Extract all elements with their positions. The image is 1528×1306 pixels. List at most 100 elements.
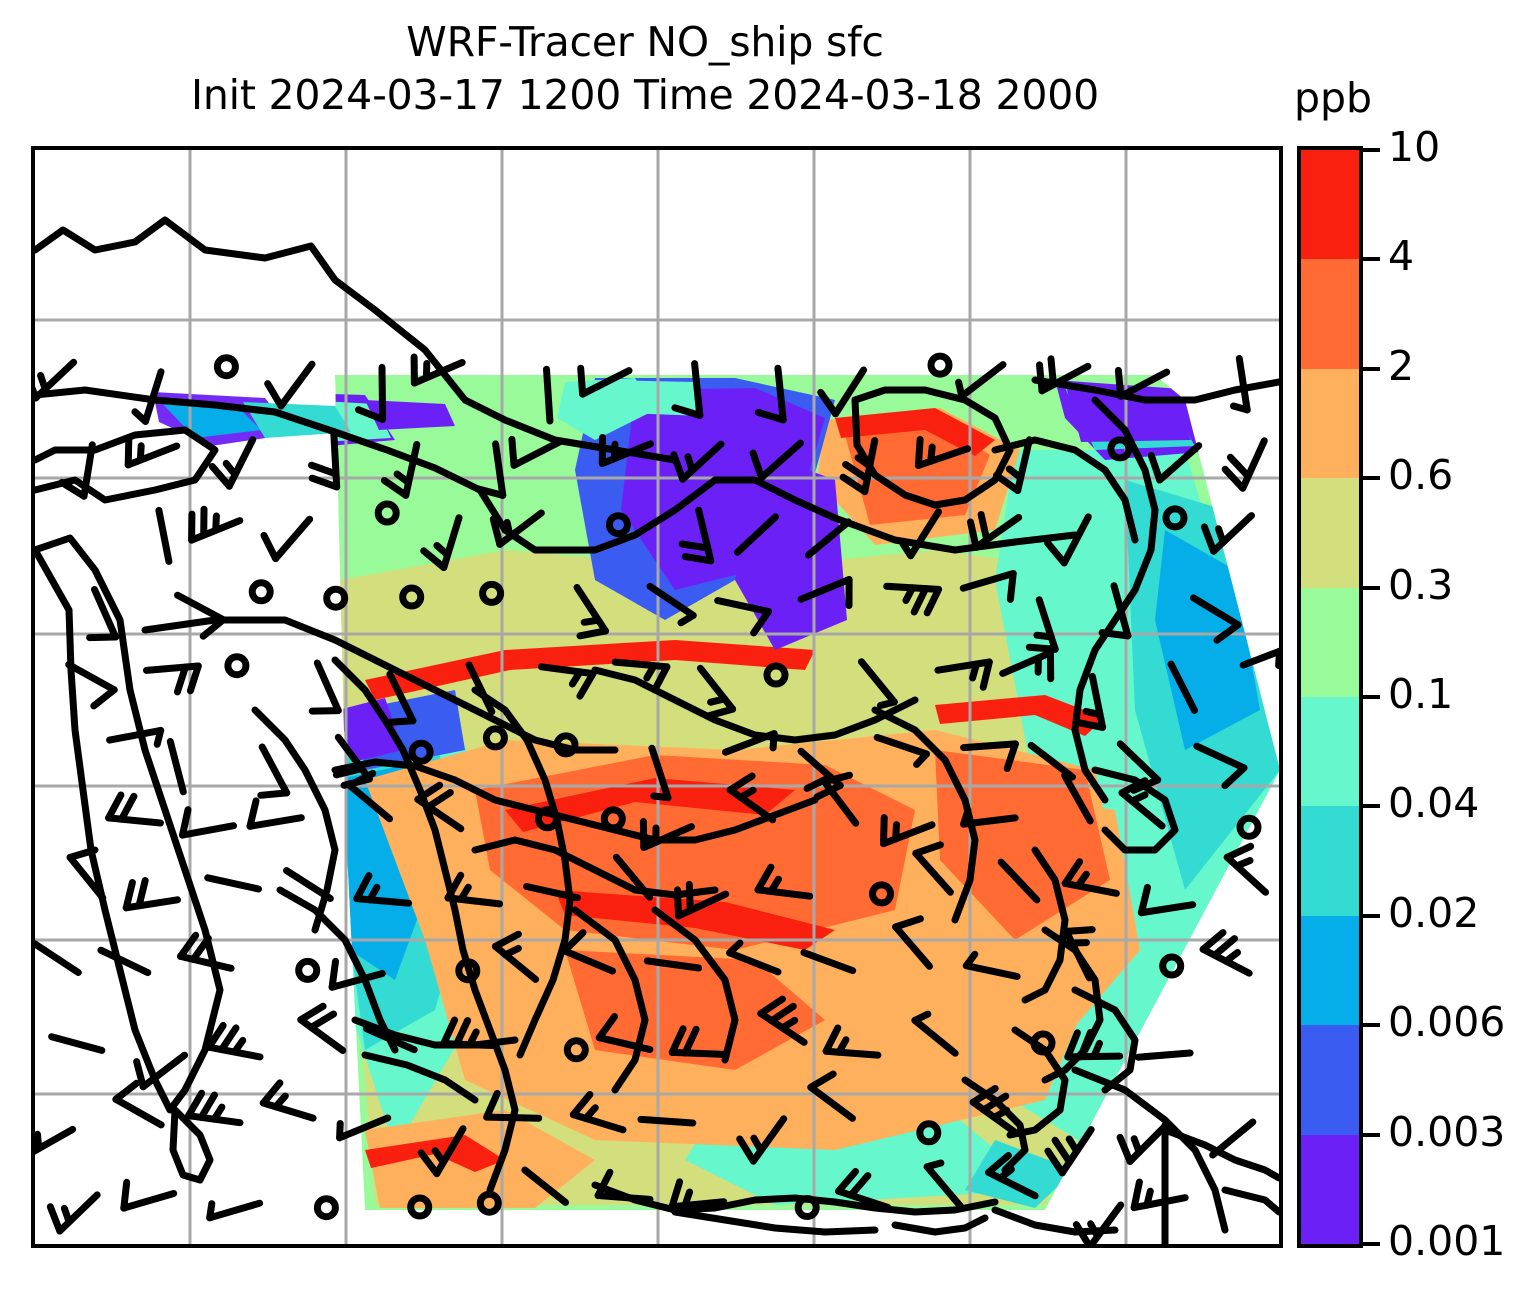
wind-barb <box>60 1204 73 1226</box>
calm-circle <box>1162 505 1188 531</box>
colorbar-band <box>1301 150 1359 260</box>
wind-barb <box>1222 949 1241 965</box>
map-graphic <box>35 150 1279 1244</box>
wind-barb <box>668 1048 728 1058</box>
wind-barb <box>1137 901 1197 917</box>
wind-barb <box>112 1079 140 1103</box>
wind-barb <box>835 1036 850 1056</box>
colorbar-tick-label: 0.1 <box>1388 670 1454 718</box>
wind-barb <box>1044 539 1068 567</box>
wind-barb <box>681 1025 700 1057</box>
wind-barb <box>923 585 943 617</box>
colorbar-tick-mark <box>1363 257 1380 262</box>
wind-barb <box>1130 1178 1143 1212</box>
wind-barb <box>353 872 373 903</box>
wind-barb <box>1074 870 1090 890</box>
wind-barb <box>189 934 212 963</box>
wind-barb <box>797 576 853 603</box>
wind-barb <box>313 659 342 715</box>
wind-barb <box>35 940 82 976</box>
wind-barb <box>521 1166 569 1206</box>
colorbar-gradient[interactable] <box>1297 146 1363 1248</box>
wind-barb <box>420 547 448 571</box>
wind-barb <box>1213 621 1242 644</box>
colorbar-band <box>1301 1134 1359 1244</box>
wind-barb <box>985 1168 1039 1200</box>
wind-barb <box>962 950 979 970</box>
wind-barb <box>508 435 518 469</box>
wind-barb <box>1047 355 1057 389</box>
wind-barb <box>880 814 888 848</box>
wind-barb <box>355 406 387 423</box>
wind-barb <box>330 431 341 491</box>
wind-barb <box>297 1016 347 1054</box>
colorbar-tick-label: 0.001 <box>1388 1217 1506 1265</box>
wind-barb <box>679 440 725 483</box>
wind-barb <box>582 1104 599 1122</box>
wind-barb <box>1051 1136 1073 1166</box>
colorbar-tick-label: 0.6 <box>1388 451 1454 500</box>
wind-barb <box>910 585 930 616</box>
colorbar-band <box>1301 696 1359 807</box>
wind-barb <box>453 1017 472 1048</box>
wind-barb <box>90 686 118 710</box>
wind-barb <box>1209 1118 1257 1159</box>
wind-barb <box>118 792 138 823</box>
wind-barb <box>222 459 239 479</box>
wind-barb <box>1229 402 1251 414</box>
wind-barb <box>914 436 924 469</box>
wind-barb <box>1038 362 1092 395</box>
calm-circle <box>408 739 434 765</box>
wind-barb <box>643 957 703 972</box>
colorbar-tick-mark <box>1363 804 1380 809</box>
wind-barb <box>1064 1029 1081 1061</box>
wind-barb <box>1036 361 1046 395</box>
wind-barb <box>1118 777 1149 797</box>
wind-barb <box>35 1125 77 1155</box>
wind-barb <box>205 1021 227 1051</box>
calm-circles-layer <box>213 352 1262 1221</box>
wind-barb <box>465 661 496 716</box>
wind-barb <box>35 358 78 402</box>
wind-barb <box>804 518 852 559</box>
wind-barb <box>410 359 466 387</box>
wind-barb <box>902 584 917 604</box>
colorbar[interactable] <box>1297 146 1363 1248</box>
wind-barb <box>122 896 181 912</box>
wind-barb <box>1143 1187 1154 1209</box>
wind-barb <box>1221 465 1247 492</box>
wind-barb <box>1116 740 1162 784</box>
wind-barb <box>225 436 257 490</box>
wind-barb <box>754 863 775 894</box>
calm-circle <box>927 352 953 378</box>
wind-barb <box>1044 1147 1066 1177</box>
wind-barb <box>580 616 602 626</box>
wind-barb <box>726 772 756 794</box>
wind-barb <box>980 1092 1010 1114</box>
wind-barb <box>332 765 366 779</box>
wind-barb <box>204 874 262 893</box>
wind-barb <box>272 515 314 563</box>
wind-barb <box>832 366 868 418</box>
wind-barb <box>594 1168 614 1199</box>
map-panel <box>31 146 1283 1248</box>
wind-barb <box>1073 718 1107 731</box>
wind-barb <box>1189 594 1242 629</box>
wind-barb <box>977 511 991 544</box>
wind-barb <box>996 1165 1015 1182</box>
wind-barb <box>681 1188 694 1209</box>
wind-barb <box>1223 842 1255 861</box>
wind-barb <box>668 1025 687 1056</box>
wind-barb <box>131 408 149 425</box>
wind-barb <box>561 947 616 975</box>
wind-barb <box>272 1092 289 1111</box>
wind-barb <box>417 1149 441 1178</box>
wind-barb <box>822 1047 882 1059</box>
wind-barb <box>643 662 658 682</box>
wind-barb <box>733 513 779 556</box>
wind-barb <box>136 442 145 464</box>
wind-barb <box>668 1198 728 1211</box>
wind-barb <box>768 1002 797 1025</box>
coastlines-layer <box>35 216 1279 1244</box>
